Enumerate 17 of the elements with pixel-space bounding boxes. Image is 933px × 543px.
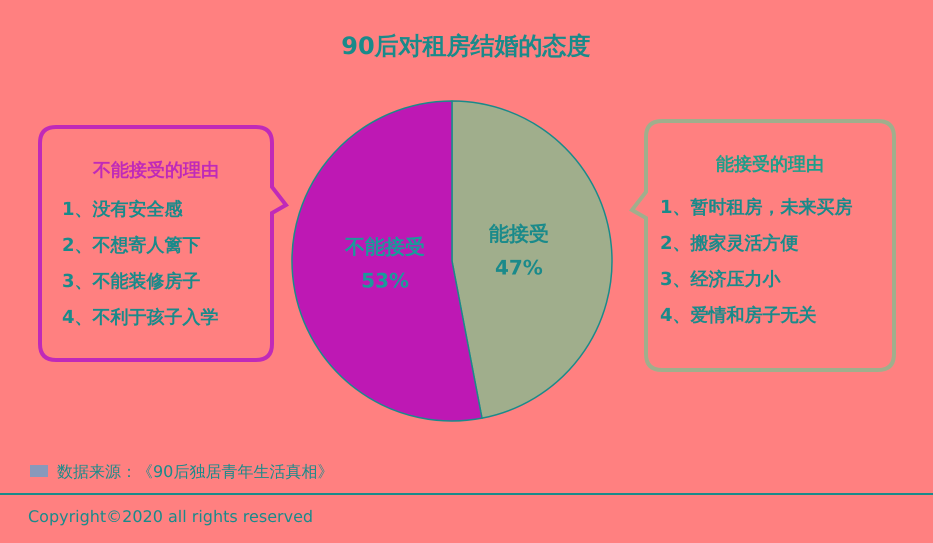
text: 4、爱情和房子无关 (660, 305, 817, 326)
text: 1、暂时租房，未来买房 (660, 197, 853, 218)
data-label: 47% (494, 256, 543, 280)
data-label: 53% (361, 268, 410, 292)
slice-label: 能接受 (488, 222, 549, 246)
text: 能接受的理由 (716, 154, 824, 175)
text: 2、搬家灵活方便 (660, 233, 799, 254)
text: 3、经济压力小 (660, 269, 782, 290)
text: 3、不能装修房子 (62, 271, 201, 292)
text: 2、不想寄人篱下 (62, 235, 201, 256)
text: Copyright©2020 all rights reserved (28, 507, 314, 526)
text: 不能接受的理由 (92, 160, 219, 181)
slice-label: 不能接受 (344, 234, 426, 258)
text: 1、没有安全感 (62, 199, 184, 220)
source-note: 数据来源：《90后独居青年生活真相》 (57, 462, 334, 481)
chart-title: 90后对租房结婚的态度 (341, 32, 591, 60)
text: 4、不利于孩子入学 (62, 307, 219, 328)
